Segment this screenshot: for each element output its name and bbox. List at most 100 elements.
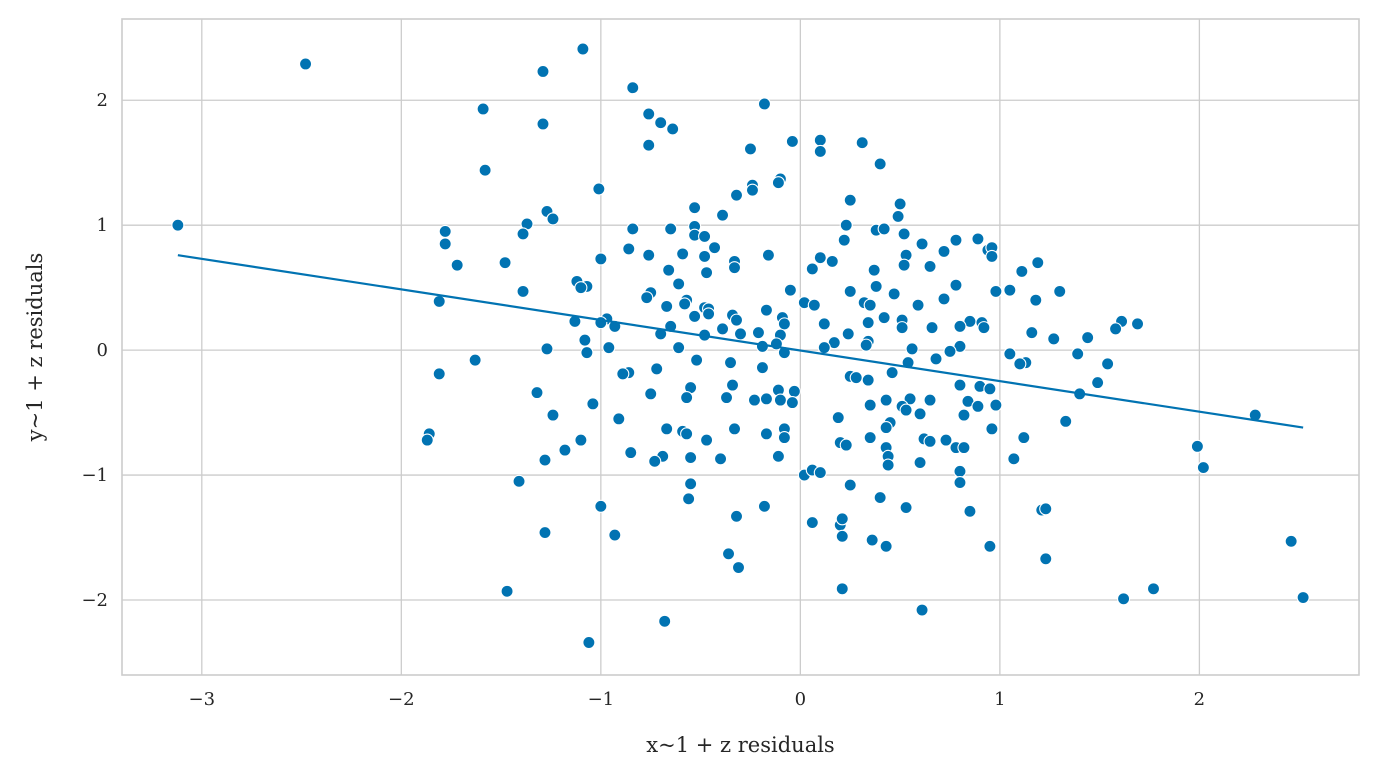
data-point: [702, 307, 716, 321]
data-point: [885, 366, 899, 380]
data-point: [612, 412, 626, 426]
data-point: [785, 134, 799, 149]
data-point: [757, 499, 771, 513]
data-point: [897, 258, 911, 272]
data-point: [660, 299, 674, 313]
data-point: [1109, 322, 1123, 336]
data-point: [759, 303, 773, 317]
data-point: [825, 254, 839, 268]
data-point: [672, 341, 686, 355]
data-point: [1017, 431, 1031, 445]
data-point: [817, 317, 831, 331]
data-point: [1146, 582, 1161, 596]
data-point: [558, 443, 572, 457]
data-point: [700, 433, 714, 447]
x-tick-label: 1: [994, 689, 1005, 710]
data-point: [925, 321, 939, 335]
data-point: [1039, 552, 1053, 566]
data-point: [911, 298, 925, 312]
x-tick-label: −2: [388, 689, 415, 710]
data-point: [676, 247, 690, 261]
data-point: [642, 248, 656, 262]
data-point: [650, 362, 664, 376]
data-point: [602, 341, 616, 355]
data-point: [843, 478, 857, 492]
data-point: [929, 352, 943, 366]
data-point: [1117, 592, 1131, 606]
data-point: [843, 284, 857, 298]
data-point: [727, 261, 742, 275]
data-point: [1284, 534, 1298, 548]
x-axis-label: x~1 + z residuals: [646, 733, 834, 757]
y-axis-label: y~1 + z residuals: [23, 253, 47, 442]
data-point: [971, 399, 985, 413]
data-point: [953, 464, 967, 478]
data-point: [747, 393, 762, 407]
data-point: [745, 183, 760, 197]
data-point: [863, 298, 877, 312]
data-point: [476, 102, 490, 116]
data-point: [468, 353, 482, 367]
data-point: [640, 291, 654, 305]
data-point: [843, 193, 857, 207]
data-point: [666, 122, 680, 136]
data-point: [949, 233, 963, 247]
data-point: [664, 222, 678, 236]
data-point: [708, 241, 722, 255]
data-point: [642, 107, 656, 121]
data-point: [785, 396, 799, 410]
data-point: [1059, 414, 1073, 428]
x-tick-label: 2: [1194, 689, 1205, 710]
regression-line: [177, 254, 1304, 429]
data-point: [516, 227, 530, 241]
data-point: [512, 474, 526, 488]
data-point: [841, 327, 855, 341]
data-point: [813, 144, 827, 158]
data-point: [592, 182, 606, 196]
data-point: [891, 209, 905, 223]
y-tick-label: 0: [97, 340, 108, 361]
data-point: [576, 42, 590, 56]
data-point: [1190, 439, 1204, 453]
data-point: [923, 393, 937, 407]
data-point: [536, 117, 550, 131]
data-point: [626, 222, 640, 236]
data-point: [759, 392, 773, 406]
data-point: [881, 458, 895, 472]
data-point: [913, 407, 927, 421]
x-tick-label: 0: [795, 689, 806, 710]
data-point: [1081, 331, 1095, 345]
data-point: [743, 142, 758, 156]
data-point: [879, 539, 893, 553]
x-tick-label: −1: [588, 689, 615, 710]
data-point: [654, 327, 668, 341]
grid: [122, 19, 1359, 675]
data-point: [1031, 256, 1045, 270]
data-point: [478, 163, 492, 177]
data-point: [989, 284, 1003, 298]
data-point: [771, 176, 785, 190]
data-point: [586, 397, 600, 411]
data-point: [608, 528, 622, 542]
data-point: [574, 281, 588, 295]
plot-frame: [121, 18, 1360, 676]
data-point: [594, 252, 608, 266]
data-point: [684, 477, 698, 491]
data-point: [915, 237, 929, 251]
data-point: [1196, 461, 1210, 475]
data-point: [813, 251, 827, 265]
y-tick-label: 1: [97, 215, 108, 236]
data-point: [755, 361, 769, 375]
data-point: [757, 97, 771, 111]
data-point: [1013, 357, 1027, 371]
x-tick-label: −3: [189, 689, 216, 710]
data-point: [721, 547, 736, 561]
data-point: [849, 371, 863, 385]
y-tick-label: −2: [81, 590, 108, 611]
data-point: [688, 309, 702, 323]
data-point: [751, 326, 766, 340]
data-point: [546, 212, 560, 226]
data-point: [957, 441, 971, 455]
data-point: [953, 476, 967, 490]
data-point: [713, 452, 728, 466]
